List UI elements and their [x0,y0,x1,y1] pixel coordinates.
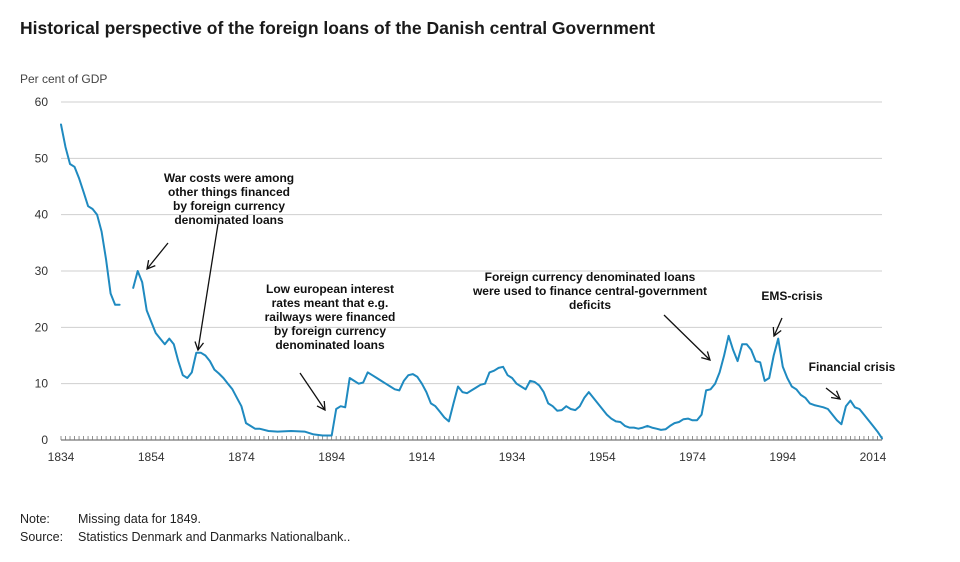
x-tick-label: 2014 [860,450,887,464]
source-label: Source: [20,530,78,544]
arrow-shaft [300,373,325,410]
footnote-note: Note: Missing data for 1849. [20,512,201,526]
annotation-arrows [147,224,840,410]
annotation-line: were used to finance central-government [472,284,707,298]
x-tick-label: 1874 [228,450,255,464]
annotation-line: other things financed [168,185,290,199]
annotation-text: EMS-crisis [761,289,823,303]
x-tick-label: 1894 [318,450,345,464]
y-tick-label: 60 [35,95,49,109]
annotation-line: War costs were among [164,171,294,185]
annotation-line: deficits [569,298,611,312]
annotation-line: by foreign currency [173,199,285,213]
y-tick-label: 40 [35,208,49,222]
y-tick-label: 0 [41,433,48,447]
note-label: Note: [20,512,78,526]
x-axis [61,436,882,440]
annotation-line: Financial crisis [809,360,896,374]
line-chart: 0 10 20 30 40 50 60 1834 1854 1874 1894 1914 1934 19… [0,0,960,562]
x-axis-tick-labels: 1834 1854 1874 1894 1914 1934 1954 1974 1994 2014 [48,450,887,464]
source-text: Statistics Denmark and Danmarks National… [78,530,350,544]
footnote-source: Source: Statistics Denmark and Danmarks N… [20,530,350,544]
annotation-line: rates meant that e.g. [272,296,389,310]
annotation-line: denominated loans [174,213,284,227]
y-tick-label: 30 [35,264,49,278]
annotation-line: Foreign currency denominated loans [485,270,696,284]
x-tick-label: 1934 [499,450,526,464]
annotation-text: Foreign currency denominated loans were u… [472,270,707,312]
annotation-line: EMS-crisis [761,289,823,303]
annotation-line: denominated loans [275,338,385,352]
arrow-shaft [147,243,168,269]
annotation-line: by foreign currency [274,324,386,338]
arrow-shaft [664,315,710,360]
x-tick-label: 1854 [138,450,165,464]
annotation-text: Financial crisis [809,360,896,374]
y-tick-label: 10 [35,377,49,391]
x-tick-label: 1954 [589,450,616,464]
annotation-text: Low european interest rates meant that e.… [265,282,396,352]
annotation-line: railways were financed [265,310,396,324]
x-tick-label: 1834 [48,450,75,464]
annotations: War costs were among other things finance… [164,171,896,374]
x-tick-label: 1994 [769,450,796,464]
x-tick-label: 1914 [409,450,436,464]
x-tick-label: 1974 [679,450,706,464]
y-axis-ticks: 0 10 20 30 40 50 60 [35,95,49,447]
arrow-shaft [198,224,218,350]
y-axis-unit-label: Per cent of GDP [20,72,107,86]
annotation-line: Low european interest [266,282,394,296]
note-text: Missing data for 1849. [78,512,201,526]
y-tick-label: 20 [35,320,49,334]
annotation-text: War costs were among other things finance… [164,171,294,227]
gridlines [61,102,882,384]
y-tick-label: 50 [35,151,49,165]
